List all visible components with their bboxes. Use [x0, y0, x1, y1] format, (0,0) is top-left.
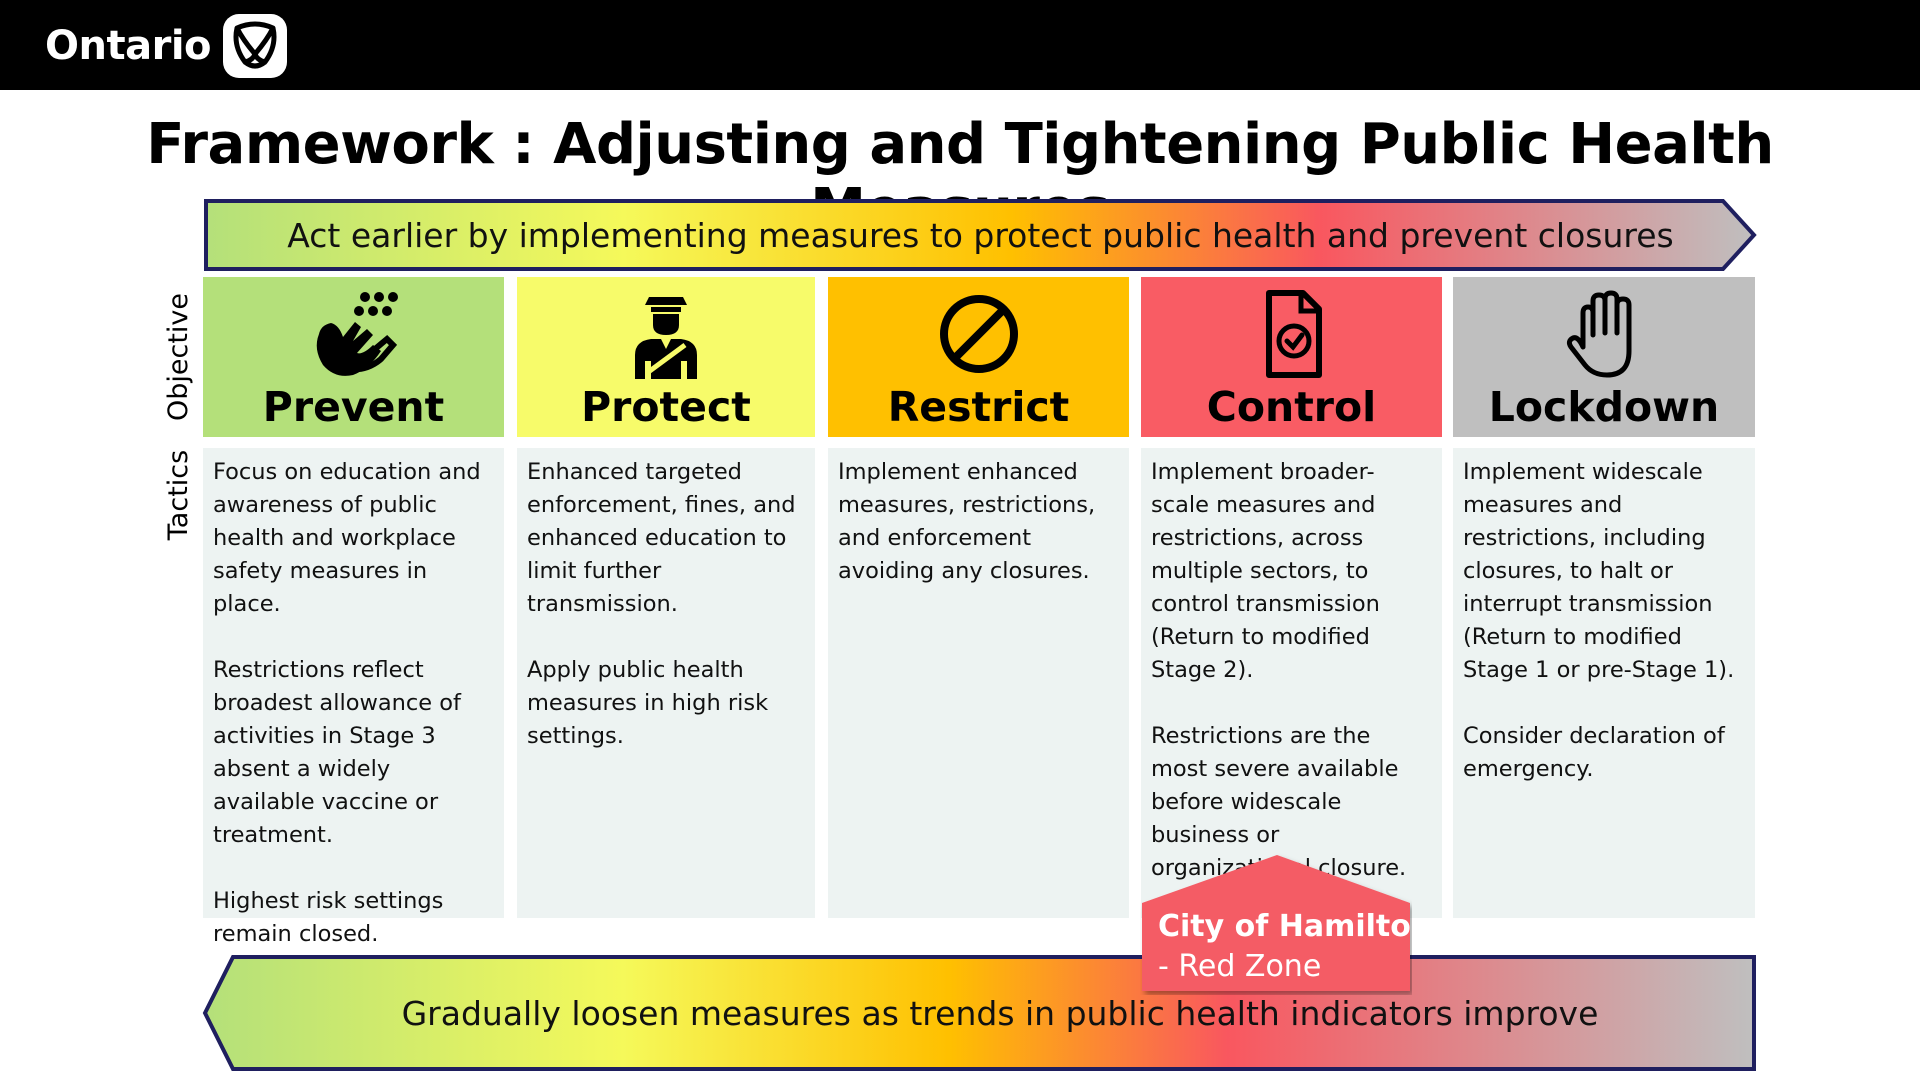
top-bar: Ontario	[0, 0, 1920, 90]
bottom-arrow-text: Gradually loosen measures as trends in p…	[401, 993, 1599, 1033]
callout-title: City of Hamilton	[1158, 909, 1433, 944]
tactics-restrict: Implement enhanced measures, restriction…	[828, 448, 1129, 918]
tactic-text: Highest risk settings remain closed.	[213, 888, 444, 947]
tactic-text: Enhanced targeted enforcement, fines, an…	[527, 459, 796, 617]
tactic-text: Implement widescale measures and restric…	[1463, 459, 1735, 683]
tactics-row-label: Tactics	[163, 449, 194, 541]
top-arrow-text: Act earlier by implementing measures to …	[287, 215, 1674, 255]
tactics-control: Implement broader-scale measures and res…	[1141, 448, 1442, 918]
tactic-text: Implement broader-scale measures and res…	[1151, 459, 1380, 683]
police-officer-icon	[635, 297, 697, 379]
brand-wordmark: Ontario	[45, 23, 212, 69]
objective-label: Lockdown	[1488, 383, 1720, 431]
ontario-brand[interactable]: Ontario	[45, 14, 288, 78]
callout-shape	[1142, 855, 1410, 991]
tactics-prevent: Focus on education and awareness of publ…	[203, 448, 504, 947]
tactic-text: Focus on education and awareness of publ…	[213, 459, 481, 617]
tactic-text: Restrictions are the most severe availab…	[1151, 723, 1407, 881]
tactic-text: Consider declaration of emergency.	[1463, 723, 1725, 782]
tactics-lockdown: Implement widescale measures and restric…	[1453, 448, 1755, 918]
objective-label: Control	[1206, 383, 1377, 431]
objective-lockdown: Lockdown	[1453, 277, 1755, 437]
objective-restrict: Restrict	[828, 277, 1129, 437]
objective-prevent: Prevent	[203, 277, 504, 437]
stop-hand-icon	[1566, 290, 1632, 378]
tactic-text: Restrictions reflect broadest allowance …	[213, 657, 461, 848]
callout-subtitle: - Red Zone	[1158, 949, 1322, 984]
objective-control: Control	[1141, 277, 1442, 437]
bottom-arrow-banner: Gradually loosen measures as trends in p…	[202, 954, 1758, 1072]
top-arrow-shape	[204, 199, 1757, 271]
objective-label: Restrict	[887, 383, 1070, 431]
hand-washing-icon	[316, 292, 398, 376]
tactics-protect: Enhanced targeted enforcement, fines, an…	[517, 448, 815, 918]
tactic-text: Implement enhanced measures, restriction…	[838, 459, 1096, 584]
document-check-icon	[1265, 290, 1322, 378]
objective-protect: Protect	[517, 277, 815, 437]
objective-label: Protect	[581, 383, 751, 431]
objective-row-label: Objective	[163, 292, 194, 422]
tactic-text: Apply public health measures in high ris…	[527, 657, 769, 749]
prohibited-icon	[939, 295, 1018, 373]
top-arrow-banner: Act earlier by implementing measures to …	[203, 198, 1758, 272]
ontario-trillium-logo-icon	[223, 14, 288, 78]
hamilton-red-zone-callout: City of Hamilton - Red Zone	[1140, 853, 1432, 995]
objective-label: Prevent	[262, 383, 445, 431]
